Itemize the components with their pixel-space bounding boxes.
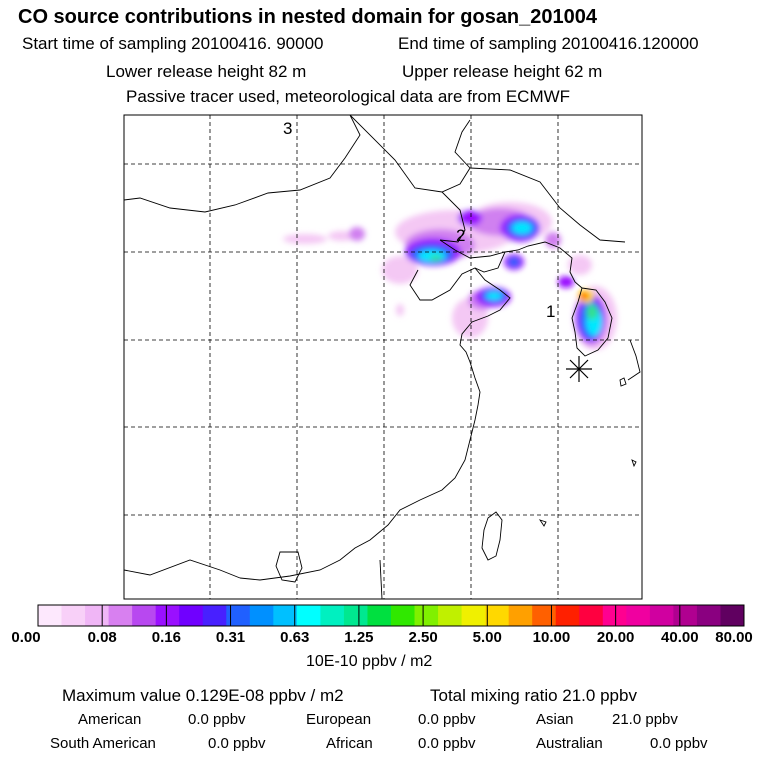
colorbar-cell bbox=[461, 605, 486, 626]
colorbar-tick-label: 2.50 bbox=[408, 629, 438, 646]
max-value-label: Maximum value 0.129E-08 ppbv / m2 bbox=[62, 686, 344, 705]
total-mixing-label: Total mixing ratio 21.0 ppbv bbox=[430, 686, 637, 705]
source-value-african: 0.0 ppbv bbox=[418, 735, 476, 752]
source-value-american: 0.0 ppbv bbox=[188, 711, 246, 728]
source-value-south-american: 0.0 ppbv bbox=[208, 735, 266, 752]
colorbar-cell bbox=[438, 605, 463, 626]
colorbar-cell bbox=[155, 605, 180, 626]
source-value-australian: 0.0 ppbv bbox=[650, 735, 708, 752]
colorbar-tick-label: 0.63 bbox=[280, 629, 310, 646]
colorbar-cell bbox=[391, 605, 416, 626]
colorbar-tick-label: 0.16 bbox=[151, 629, 181, 646]
colorbar-cell bbox=[485, 605, 510, 626]
colorbar-cell bbox=[532, 605, 557, 626]
asterisk-icon bbox=[566, 356, 592, 382]
colorbar-cell bbox=[202, 605, 227, 626]
colorbar-cell bbox=[226, 605, 251, 626]
colorbar-cell bbox=[720, 605, 745, 626]
start-time-label: Start time of sampling 20100416. 90000 bbox=[22, 34, 324, 53]
colorbar-tick-label: 20.00 bbox=[596, 629, 635, 646]
plot-title: CO source contributions in nested domain… bbox=[18, 6, 598, 28]
source-name-american: American bbox=[78, 711, 142, 728]
source-name-south-american: South American bbox=[50, 735, 156, 752]
colorbar-cell bbox=[602, 605, 627, 626]
colorbar-cell bbox=[320, 605, 345, 626]
colorbar-cell bbox=[296, 605, 321, 626]
source-name-european: European bbox=[306, 711, 372, 728]
colorbar-tick-label: 0.31 bbox=[215, 629, 246, 646]
lower-height-label: Lower release height 82 m bbox=[106, 62, 307, 81]
coastlines bbox=[124, 115, 641, 599]
colorbar-cell bbox=[555, 605, 580, 626]
map-label-3: 3 bbox=[283, 119, 292, 138]
source-name-australian: Australian bbox=[536, 735, 603, 752]
map-label-1: 1 bbox=[546, 302, 555, 321]
end-time-label: End time of sampling 20100416.120000 bbox=[398, 34, 699, 53]
source-value-european: 0.0 ppbv bbox=[418, 711, 476, 728]
colorbar-cell bbox=[132, 605, 157, 626]
colorbar-cell bbox=[179, 605, 204, 626]
tracer-note: Passive tracer used, meteorological data… bbox=[126, 87, 571, 106]
source-name-asian: Asian bbox=[536, 711, 574, 728]
colorbar-cell bbox=[108, 605, 133, 626]
lat-lon-grid bbox=[124, 115, 642, 599]
colorbar-cell bbox=[579, 605, 604, 626]
colorbar-cell bbox=[696, 605, 721, 626]
colorbar-cell bbox=[367, 605, 392, 626]
colorbar-tick-label: 40.00 bbox=[661, 629, 699, 646]
colorbar-cell bbox=[249, 605, 274, 626]
colorbar-cell bbox=[673, 605, 698, 626]
colorbar-cell bbox=[414, 605, 439, 626]
source-name-african: African bbox=[326, 735, 373, 752]
map-frame bbox=[123, 114, 643, 600]
colorbar-tick-label: 0.08 bbox=[87, 629, 117, 646]
colorbar-tick-label: 0.00 bbox=[11, 629, 41, 646]
colorbar-cell bbox=[61, 605, 86, 626]
colorbar-cell bbox=[343, 605, 368, 626]
colorbar-cell bbox=[508, 605, 533, 626]
colorbar-cell bbox=[85, 605, 110, 626]
colorbar-tick-label: 80.00 bbox=[715, 629, 753, 646]
colorbar-frame bbox=[37, 604, 745, 627]
colorbar-tick-label: 1.25 bbox=[344, 629, 374, 646]
map-label-2: 2 bbox=[456, 226, 465, 245]
colorbar-cell bbox=[273, 605, 298, 626]
colorbar-cell bbox=[649, 605, 674, 626]
colorbar-tick-label: 10.00 bbox=[532, 629, 571, 646]
colorbar-cell bbox=[626, 605, 651, 626]
colorbar-cell bbox=[38, 605, 63, 626]
source-value-asian: 21.0 ppbv bbox=[612, 711, 678, 728]
upper-height-label: Upper release height 62 m bbox=[402, 62, 603, 81]
colorbar-tick-label: 5.00 bbox=[472, 629, 502, 646]
colorbar-unit: 10E-10 ppbv / m2 bbox=[306, 653, 433, 670]
